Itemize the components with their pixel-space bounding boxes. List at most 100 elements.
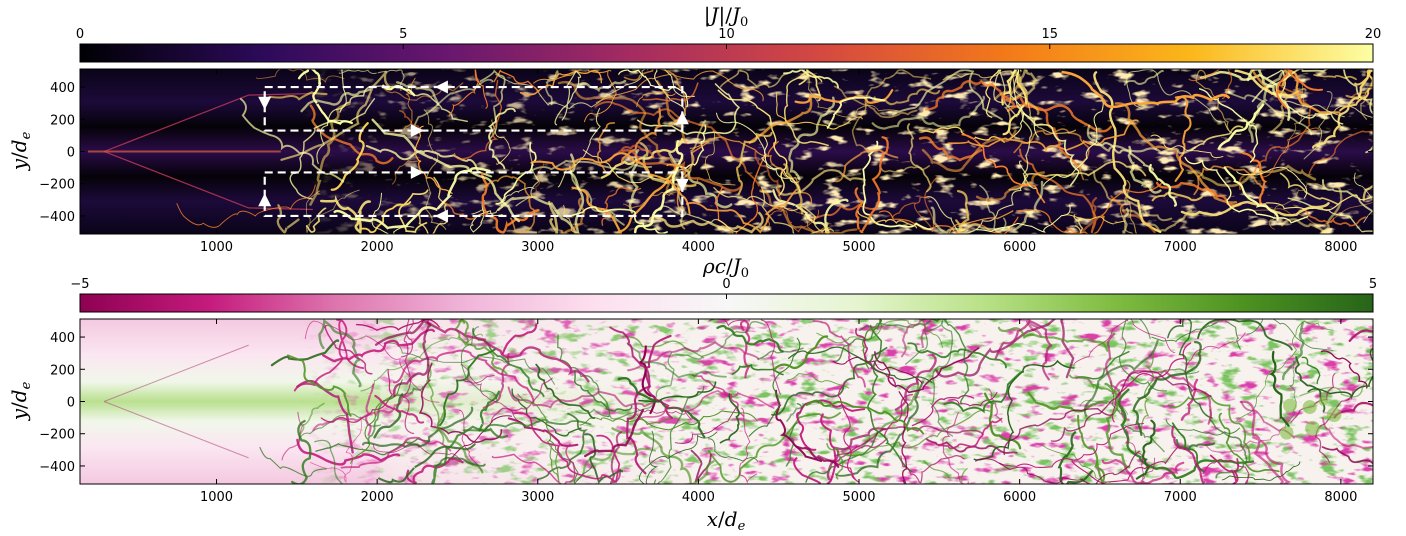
current-filament <box>715 112 801 193</box>
charge-filament <box>575 352 675 420</box>
charge-filament <box>1132 340 1202 437</box>
current-filament <box>569 206 668 234</box>
charge-filament <box>867 324 913 473</box>
charge-filament <box>795 445 840 468</box>
current-filament <box>1276 69 1324 109</box>
charge-filament <box>739 407 758 484</box>
label-part: ρ <box>702 254 715 278</box>
charge-filament <box>973 359 1075 461</box>
current-filament <box>417 176 449 234</box>
current-filament <box>1122 209 1193 233</box>
current-filament <box>309 102 351 206</box>
current-filament <box>533 69 609 84</box>
charge-filament <box>340 436 452 469</box>
charge-filament <box>378 443 476 484</box>
top-heatmap <box>80 69 1373 234</box>
charge-filament <box>834 319 882 363</box>
colorbar-tick-label: 10 <box>718 27 735 42</box>
current-filament <box>338 69 405 92</box>
y-tick-label: 200 <box>50 113 75 128</box>
charge-filament <box>460 363 522 423</box>
charge-filament <box>460 326 498 404</box>
current-filament <box>1362 184 1373 202</box>
charge-filament <box>1124 429 1155 483</box>
label-part: J <box>728 3 741 27</box>
shock-line <box>248 92 313 96</box>
charge-filament <box>626 342 727 379</box>
current-filament <box>1086 124 1197 155</box>
current-filament <box>857 210 918 229</box>
current-filament <box>873 88 941 106</box>
charge-filament <box>322 328 435 363</box>
label-part: J <box>706 3 719 27</box>
arrow-right-icon <box>410 165 424 179</box>
bottom-xlabel: x/de <box>707 507 746 534</box>
current-filament <box>975 171 1045 201</box>
charge-blob <box>1279 426 1294 440</box>
charge-filament <box>513 412 621 484</box>
current-filament <box>784 70 829 147</box>
charge-filament <box>1281 321 1306 381</box>
current-filament <box>562 204 581 234</box>
charge-filament <box>1027 391 1108 413</box>
charge-filament <box>674 405 738 444</box>
charge-filament <box>1167 319 1213 419</box>
charge-filament <box>812 320 866 388</box>
charge-filament <box>1104 382 1131 469</box>
current-filament <box>491 119 511 165</box>
label-part: d <box>7 389 31 402</box>
current-filament <box>1266 69 1344 125</box>
charge-filament <box>1322 417 1373 449</box>
current-filament <box>1019 148 1105 234</box>
current-filament <box>775 168 867 196</box>
charge-blob <box>1302 400 1317 415</box>
charge-filament <box>920 319 970 404</box>
current-filament <box>1004 69 1028 140</box>
current-filament <box>479 69 506 139</box>
current-filament <box>788 96 836 181</box>
current-filament <box>1234 69 1292 98</box>
current-filament <box>677 119 707 230</box>
y-tick-label: 400 <box>50 331 75 346</box>
current-filament <box>948 210 1014 234</box>
current-filament <box>1198 88 1259 163</box>
charge-filament <box>771 346 888 416</box>
current-filament <box>560 197 586 234</box>
current-filament <box>596 122 616 175</box>
bottom-ylabel: y/de <box>7 381 34 421</box>
current-filament <box>391 159 420 185</box>
charge-filament <box>826 443 844 480</box>
x-tick-label: 4000 <box>682 240 715 255</box>
charge-filament <box>907 342 1007 369</box>
current-filament <box>1270 87 1307 133</box>
label-part: d <box>725 507 738 531</box>
charge-filament <box>671 320 766 360</box>
charge-filament <box>1315 390 1354 463</box>
charge-filament <box>826 427 887 481</box>
charge-filament <box>855 328 897 387</box>
colorbar-tick-label: 5 <box>399 27 407 42</box>
current-filament <box>1061 70 1230 109</box>
current-filament <box>176 184 316 228</box>
charge-blob <box>1305 420 1320 436</box>
current-filament <box>748 94 813 144</box>
current-filament <box>309 104 394 165</box>
current-filament <box>1022 112 1080 187</box>
current-filament <box>1114 102 1238 204</box>
x-tick-label: 3000 <box>521 490 554 505</box>
current-filament <box>826 96 886 129</box>
current-filament <box>1246 69 1282 98</box>
y-tick-label: −200 <box>39 428 75 443</box>
charge-filament <box>631 389 775 430</box>
current-filament <box>1188 69 1233 100</box>
current-filament <box>527 161 545 203</box>
current-filament <box>280 70 392 161</box>
charge-filament <box>1218 412 1280 473</box>
current-filament <box>1195 69 1230 131</box>
charge-filament <box>816 319 944 348</box>
charge-filament <box>459 319 469 344</box>
charge-filament <box>1101 458 1185 484</box>
charge-filament <box>365 383 375 436</box>
current-filament <box>1322 179 1373 213</box>
charge-filament <box>418 362 503 443</box>
